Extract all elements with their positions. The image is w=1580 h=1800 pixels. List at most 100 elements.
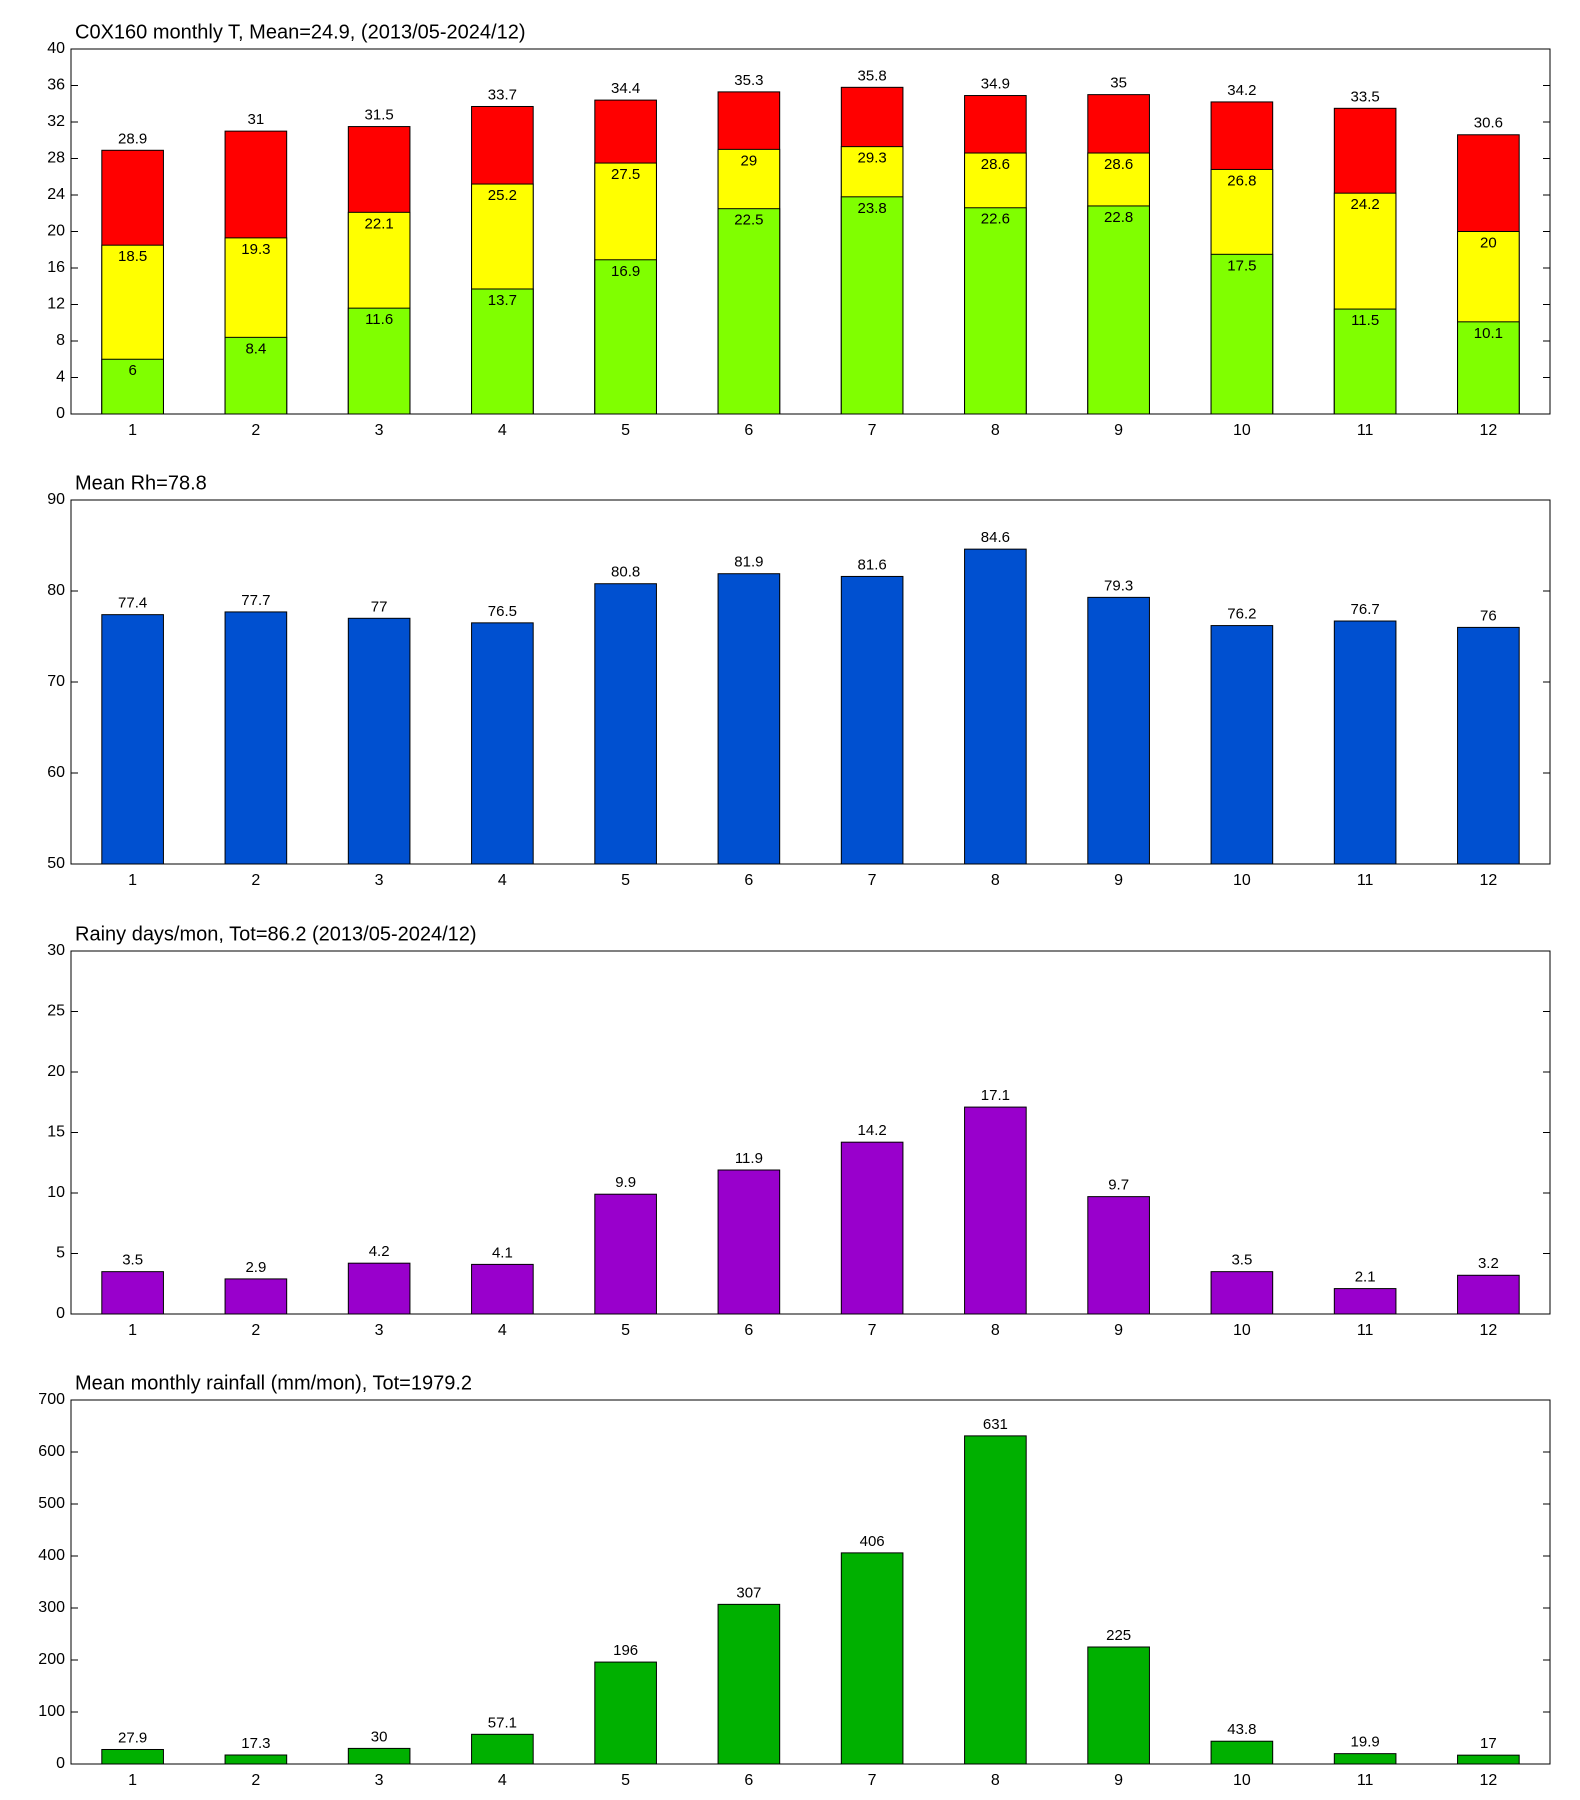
value-label: 22.1 [365,215,394,232]
x-tick-label: 6 [744,1772,753,1789]
x-tick-label: 6 [744,1322,753,1339]
x-tick-label: 8 [991,1772,1000,1789]
y-tick-label: 300 [38,1599,65,1616]
value-label: 3.5 [1231,1252,1252,1269]
value-label: 24.2 [1351,196,1380,213]
bar [1210,253,1274,415]
x-tick-label: 5 [621,872,630,889]
bar [1457,1754,1520,1765]
x-tick-label: 9 [1114,1322,1123,1339]
value-label: 20 [1480,234,1497,251]
value-label: 81.6 [858,556,887,573]
bar [1333,620,1397,865]
bar [964,207,1027,415]
x-tick-label: 5 [621,1322,630,1339]
value-label: 77.4 [118,595,147,612]
bar [1457,626,1520,865]
value-label: 76 [1480,607,1497,624]
value-label: 29.3 [858,150,887,167]
value-label: 27.9 [118,1729,147,1746]
x-tick-label: 8 [991,872,1000,889]
y-tick-label: 10 [47,1184,65,1201]
bar [471,1263,534,1315]
value-label: 9.9 [615,1174,636,1191]
bar [840,1141,904,1315]
value-label: 16.9 [611,263,640,280]
x-tick-label: 2 [251,872,260,889]
x-tick-label: 12 [1479,422,1497,439]
x-tick-label: 1 [128,1772,137,1789]
y-tick-label: 20 [47,223,65,240]
bar [1457,1274,1520,1315]
x-tick-label: 9 [1114,422,1123,439]
value-label: 11.5 [1351,312,1379,329]
value-label: 10.1 [1474,325,1503,342]
bar [594,259,657,415]
value-label: 31 [248,111,265,128]
x-tick-label: 5 [621,1772,630,1789]
bar [101,1271,164,1315]
y-tick-label: 700 [38,1391,65,1408]
value-label: 19.9 [1351,1734,1380,1751]
y-tick-label: 16 [47,259,65,276]
value-label: 33.5 [1351,88,1380,105]
value-label: 17.1 [981,1087,1010,1104]
y-tick-label: 0 [56,405,65,422]
y-tick-label: 12 [47,296,65,313]
y-tick-label: 15 [47,1124,65,1141]
y-tick-label: 100 [38,1703,65,1720]
value-label: 57.1 [488,1714,517,1731]
value-label: 22.8 [1104,209,1133,226]
value-label: 196 [613,1642,638,1659]
value-label: 27.5 [611,166,640,183]
y-tick-label: 40 [47,40,65,57]
x-tick-label: 4 [498,1322,507,1339]
bar [101,614,164,865]
value-label: 8.4 [245,340,266,357]
bar [471,622,534,865]
value-label: 76.2 [1227,606,1256,623]
axes-box [70,950,1551,1315]
bar [347,307,411,415]
x-tick-label: 11 [1357,422,1374,439]
value-label: 30 [371,1728,388,1745]
value-label: 11.9 [735,1150,763,1167]
x-tick-label: 7 [868,1772,877,1789]
y-tick-label: 20 [47,1063,65,1080]
y-tick-label: 32 [47,113,65,130]
bar [471,1733,534,1765]
y-tick-label: 400 [38,1547,65,1564]
y-tick-label: 28 [47,150,65,167]
x-tick-label: 8 [991,1322,1000,1339]
x-tick-label: 2 [251,1772,260,1789]
x-tick-label: 11 [1357,872,1374,889]
bar [1087,596,1150,865]
chart-title: Mean monthly rainfall (mm/mon), Tot=1979… [75,1372,472,1394]
chart-title: Rainy days/mon, Tot=86.2 (2013/05-2024/1… [75,923,477,945]
y-tick-label: 200 [38,1651,65,1668]
bar [224,1754,288,1765]
x-tick-label: 1 [128,1322,137,1339]
y-tick-label: 600 [38,1443,65,1460]
value-label: 26.8 [1227,172,1256,189]
chart-title: Mean Rh=78.8 [75,472,207,494]
x-tick-label: 6 [744,872,753,889]
x-tick-label: 1 [128,422,137,439]
value-label: 25.2 [488,187,517,204]
y-tick-label: 90 [47,491,65,508]
value-label: 11.6 [365,311,393,328]
value-label: 28.6 [1104,156,1133,173]
value-label: 34.4 [611,80,640,97]
bar [347,1747,411,1765]
value-label: 18.5 [118,248,147,265]
x-tick-label: 2 [251,1322,260,1339]
value-label: 3.2 [1478,1255,1499,1272]
bar [1333,1288,1397,1315]
bar [1457,321,1520,415]
value-label: 28.9 [118,130,147,147]
bar [840,1552,904,1765]
x-tick-label: 10 [1233,872,1251,889]
x-tick-label: 4 [498,422,507,439]
axes-box [70,499,1551,865]
bar [1210,1740,1274,1765]
